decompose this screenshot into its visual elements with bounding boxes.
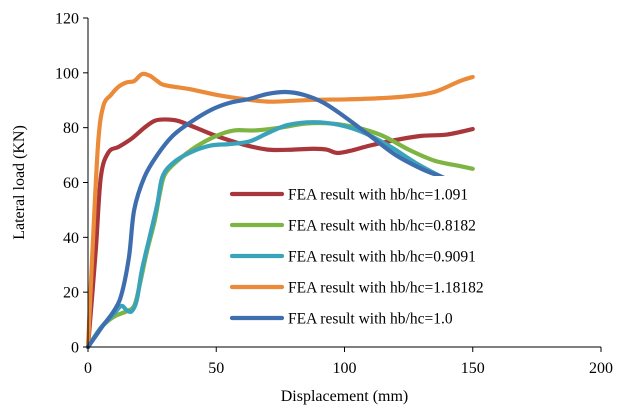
legend-label-2: FEA result with hb/hc=0.8182 (288, 218, 476, 235)
legend-label-3: FEA result with hb/hc=0.9091 (288, 249, 476, 266)
x-tick-label: 200 (589, 360, 613, 377)
series-line-1 (85, 117, 475, 350)
series-line-5 (85, 89, 457, 350)
y-tick-label: 120 (55, 11, 79, 28)
legend-label-5: FEA result with hb/hc=1.0 (288, 311, 453, 328)
x-tick-label: 150 (461, 360, 485, 377)
x-tick-label: 50 (208, 360, 224, 377)
series-line-4 (85, 71, 475, 350)
legend: FEA result with hb/hc=1.091 FEA result wi… (222, 176, 594, 339)
legend-label-1: FEA result with hb/hc=1.091 (288, 187, 468, 204)
plot-area (85, 71, 475, 350)
y-tick-label: 80 (63, 120, 79, 137)
y-tick-label: 20 (63, 285, 79, 302)
y-tick-label: 40 (63, 230, 79, 247)
y-axis-title: Lateral load (KN) (11, 125, 28, 240)
x-tick-label: 100 (333, 360, 357, 377)
y-tick-label: 60 (63, 175, 79, 192)
y-tick-label: 100 (55, 65, 79, 82)
x-axis-title: Displacement (mm) (281, 388, 409, 405)
legend-label-4: FEA result with hb/hc=1.18182 (288, 280, 484, 297)
legend-box (222, 176, 594, 339)
y-tick-label: 0 (71, 340, 79, 357)
axes: 0 20 40 60 80 100 120 0 50 100 150 200 Displacement … (11, 11, 613, 406)
x-tick-label: 0 (84, 360, 92, 377)
